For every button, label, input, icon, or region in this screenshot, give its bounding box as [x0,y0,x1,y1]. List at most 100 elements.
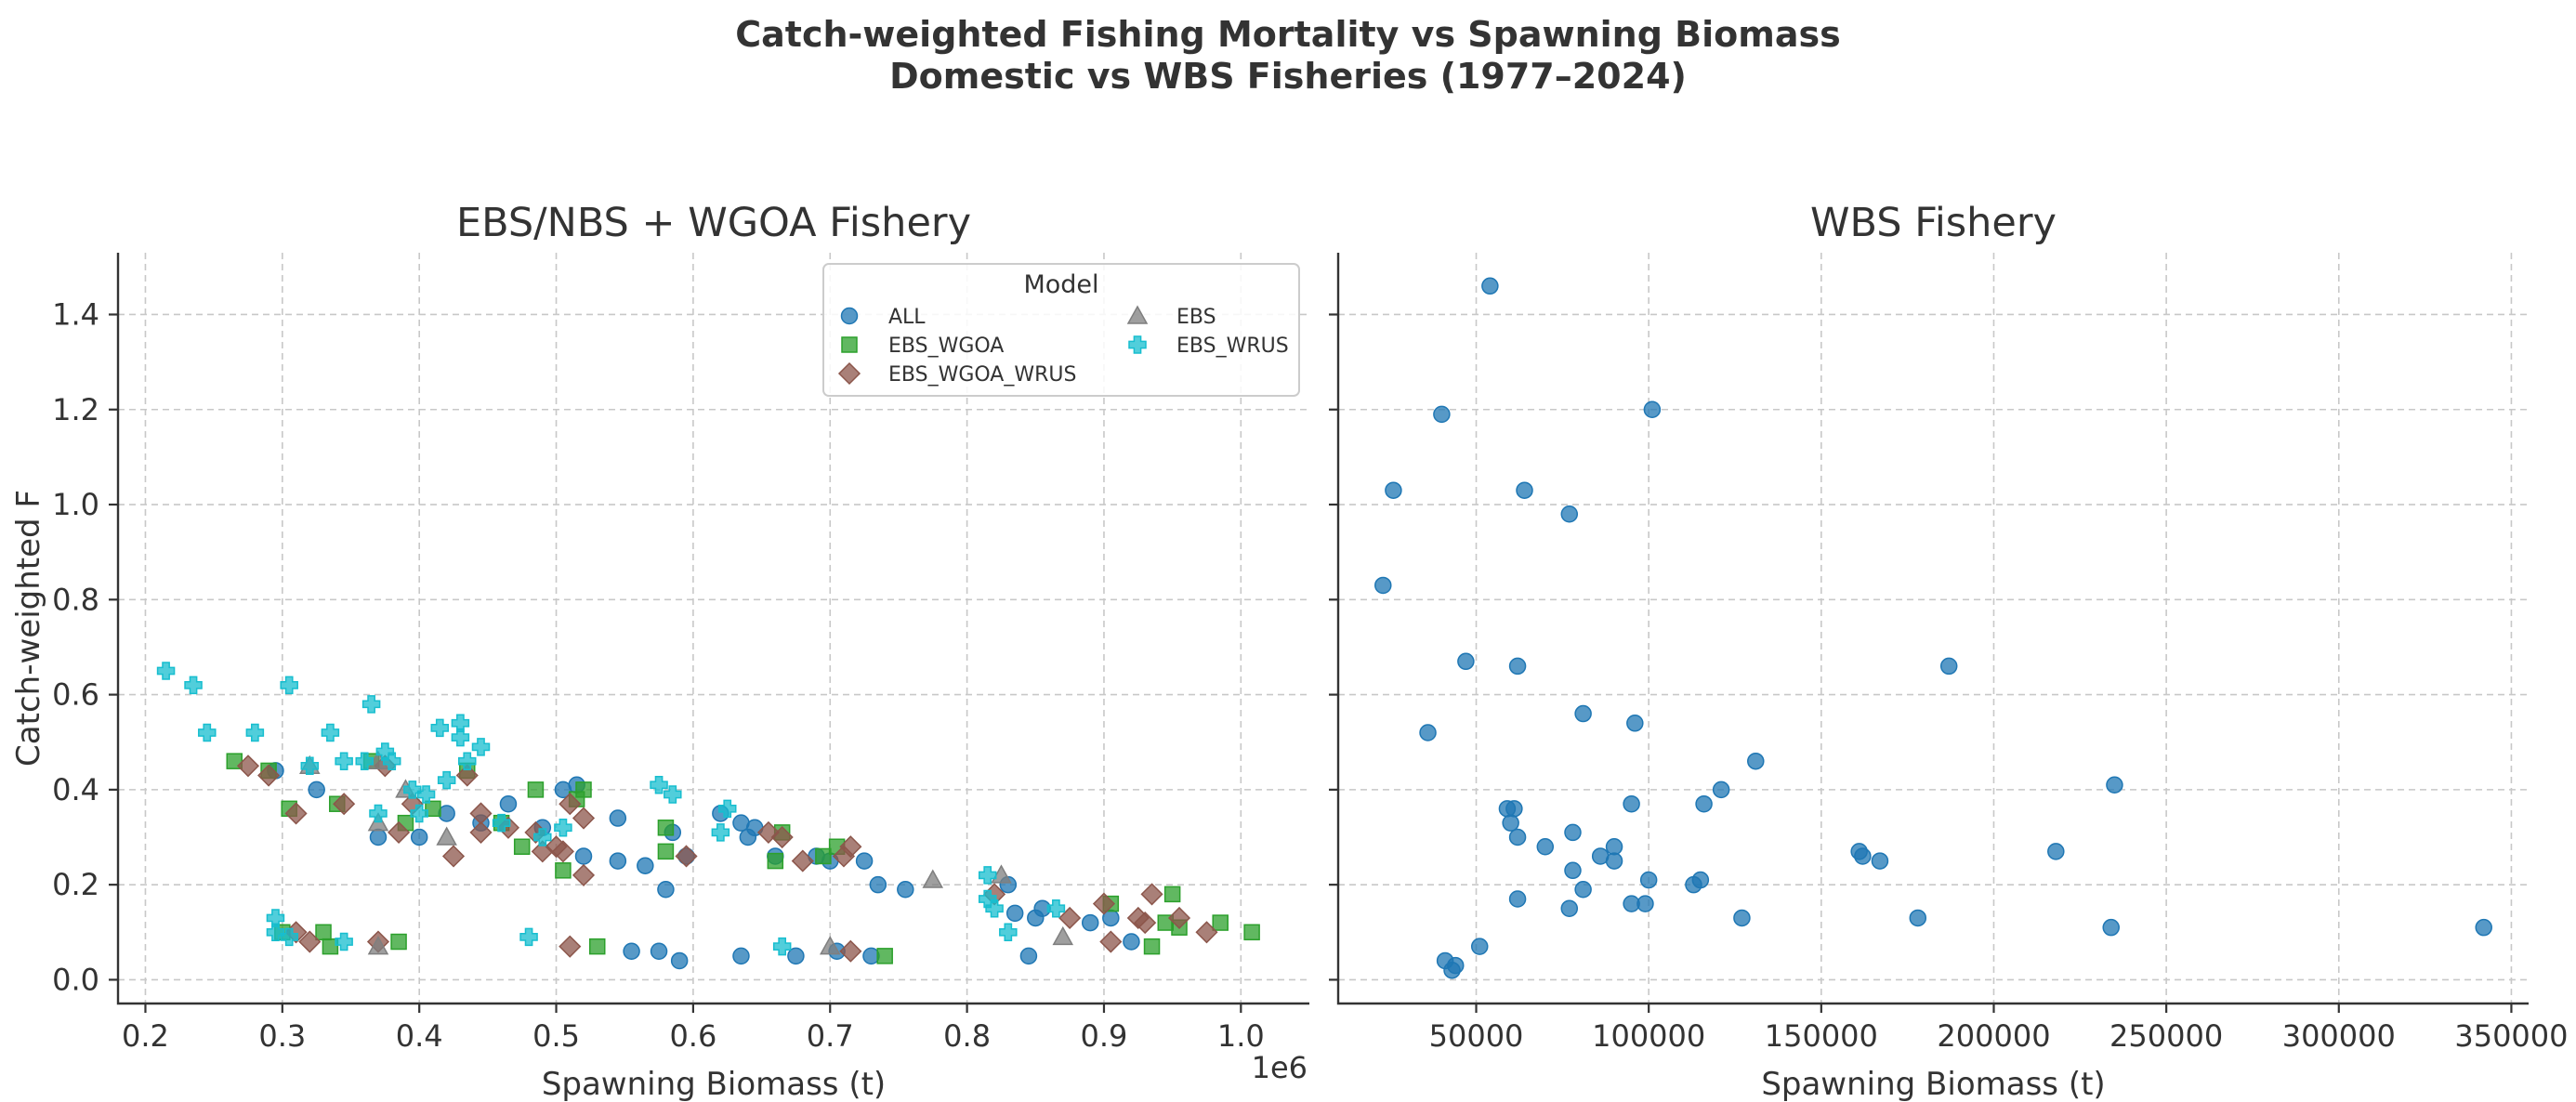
point-ebs-wrus [717,799,737,819]
point-ebs-wrus [471,738,491,756]
point-all [1854,847,1872,865]
x-tick-label: 0.3 [258,1018,306,1054]
x-tick-label: 0.2 [122,1018,169,1054]
point-all [897,881,914,899]
point-ebs-wgoa [657,843,675,860]
point-ebs-wrus [533,828,552,846]
point-ebs-wrus [300,756,320,776]
legend-frame [822,263,1300,397]
point-ebs-wrus [335,932,353,951]
x-tick-label: 50000 [1429,1018,1524,1054]
point-ebs-wrus [437,770,456,790]
y-tick-label: 0.6 [52,677,99,713]
point-ebs-wrus [156,662,176,680]
point-ebs [1052,925,1074,946]
legend-title: Model [1023,270,1098,299]
point-ebs-wgoa [876,948,893,964]
x-axis-offset-text: 1e6 [1252,1050,1308,1085]
point-ebs-wgoa-wrus [469,820,493,844]
point-all [2475,918,2492,937]
point-ebs-wrus [650,776,668,794]
point-all [1623,794,1640,813]
y-tick-label: 0.0 [52,962,99,997]
y-tick-label: 1.0 [52,487,99,522]
series-ebs-wgoa-wrus [236,754,1218,963]
point-ebs-wrus [1046,899,1066,918]
legend-label: EBS_WRUS [1176,335,1289,358]
x-tick-label: 0.6 [669,1018,716,1054]
legend-marker [841,336,858,353]
point-ebs-wgoa [513,838,531,855]
point-ebs-wgoa-wrus [675,845,698,868]
point-all [2106,776,2123,794]
point-all [1481,277,1499,295]
point-ebs-wrus [198,723,217,742]
point-ebs-wrus [999,923,1018,942]
point-ebs-wrus [519,927,538,947]
point-all [1639,871,1658,889]
point-all [499,794,518,813]
figure-title-line2: Domestic vs WBS Fisheries (1977–2024) [889,56,1687,97]
point-ebs-wgoa-wrus [333,793,356,816]
point-all [1747,752,1765,770]
point-ebs-wgoa [575,781,592,798]
point-ebs-wrus [985,899,1004,918]
point-ebs-wgoa [1143,938,1161,955]
point-ebs-wgoa-wrus [257,764,281,787]
point-all [1574,881,1592,899]
legend-entry-ebs: EBS [1126,305,1216,329]
legend-marker [837,361,861,386]
legend-marker [1128,335,1147,354]
scatter-points [1374,277,2492,979]
series-ebs-wrus [156,662,1066,956]
legend-entry-ebs-wgoa: EBS_WGOA [841,335,1004,358]
point-ebs-wrus [772,937,792,956]
point-ebs-wgoa-wrus [1167,906,1191,930]
point-ebs-wgoa [815,847,832,865]
point-ebs-wgoa-wrus [770,825,794,849]
point-ebs-wgoa-wrus [839,835,862,859]
point-ebs-wrus [335,752,353,770]
y-tick-label: 0.2 [52,867,99,902]
point-all [1508,890,1527,908]
point-ebs-wrus [369,804,388,823]
point-ebs-wgoa-wrus [388,820,411,844]
legend-marker [1126,305,1149,324]
point-all [1560,899,1579,917]
point-ebs-wrus [410,804,428,823]
point-all [1019,947,1038,965]
point-ebs-wrus [978,866,997,885]
point-all [574,847,593,865]
point-ebs [922,869,944,888]
point-ebs-wrus [280,676,298,695]
x-tick-label: 350000 [2454,1018,2568,1054]
axis-ticks: 0.2 0.3 0.4 0.5 0.6 0.7 0.8 0.9 1.0 0.0 0.2 0.4 0.6 0… [52,296,1265,1054]
point-ebs-wgoa-wrus [572,863,596,886]
point-all [1564,823,1582,842]
legend: Model ALL EBS_WGOA EBS_WGOA_WRUS EBS EBS_WRU… [822,263,1300,397]
legend-entry-all: ALL [840,306,926,329]
point-ebs-wgoa-wrus [236,754,260,778]
point-all [1081,913,1099,932]
point-ebs-wgoa [322,938,339,955]
point-all [1446,956,1465,975]
point-ebs-wgoa [657,820,675,836]
point-ebs-wrus [416,785,436,804]
panel-title: WBS Fishery [1810,200,2057,246]
point-ebs-wgoa-wrus [1134,912,1157,935]
x-tick-label: 100000 [1592,1018,1705,1054]
legend-label: EBS_WGOA [888,335,1004,358]
point-all [1574,704,1592,723]
point-ebs-wgoa-wrus [284,802,308,825]
point-ebs-wrus [361,695,381,714]
point-all [1005,904,1024,923]
point-ebs-wgoa [767,852,784,870]
x-tick-label: 0.4 [396,1018,443,1054]
point-all [1626,715,1644,732]
x-tick-label: 300000 [2282,1018,2396,1054]
point-ebs-wgoa-wrus [572,807,596,830]
point-ebs-wgoa [390,933,407,951]
point-ebs-wgoa-wrus [1099,930,1123,953]
x-tick-label: 0.7 [807,1018,854,1054]
